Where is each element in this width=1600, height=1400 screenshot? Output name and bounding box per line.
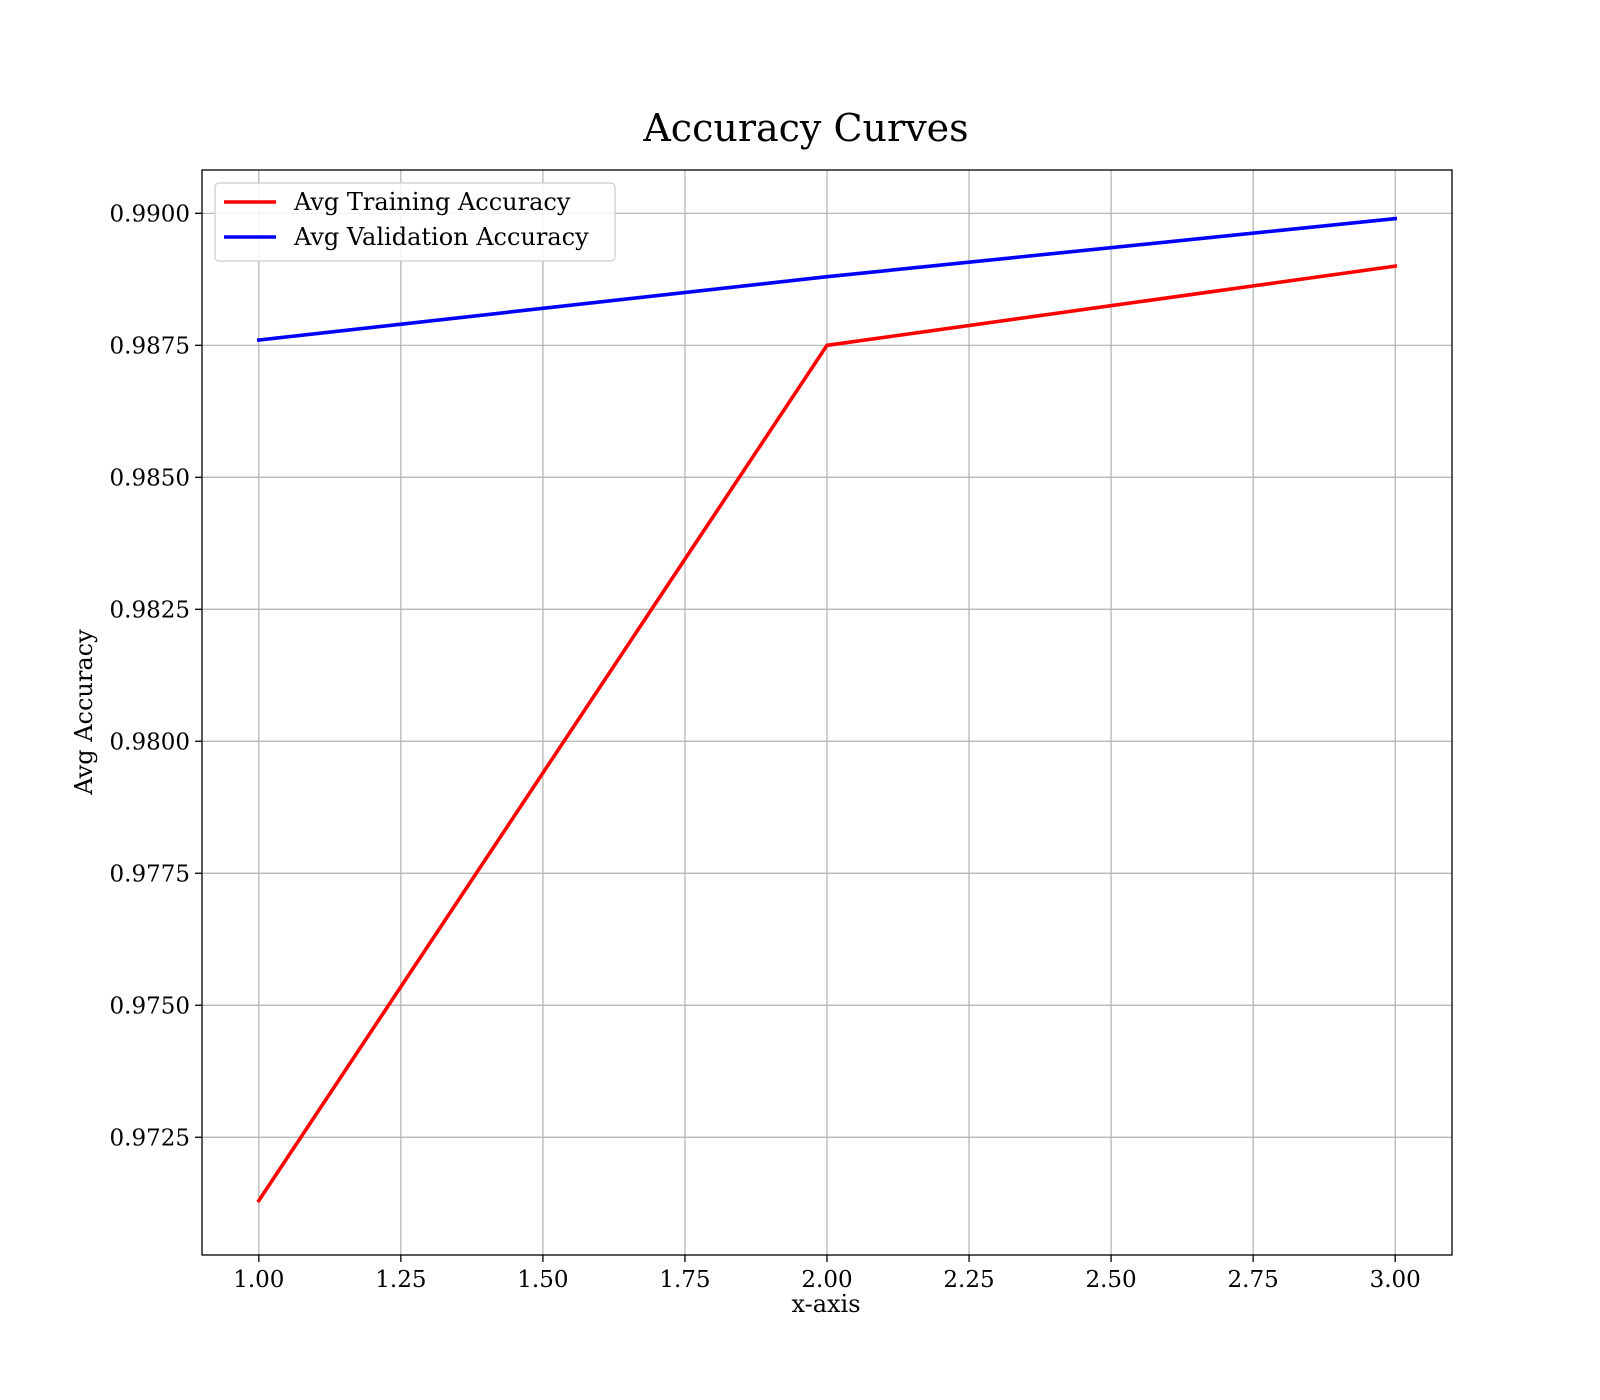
chart-title: Accuracy Curves <box>642 106 968 150</box>
legend: Avg Training Accuracy Avg Validation Accu… <box>214 182 616 262</box>
y-tick-label: 0.9875 <box>110 333 190 359</box>
x-tick-label: 2.00 <box>801 1267 852 1293</box>
legend-entry-1: Avg Validation Accuracy <box>293 223 589 251</box>
x-tick-label: 2.75 <box>1228 1267 1279 1293</box>
series-line-0 <box>256 264 1398 1204</box>
y-tick-label: 0.9900 <box>110 201 190 227</box>
x-axis-label: x-axis <box>791 1290 860 1318</box>
legend-entry-0: Avg Training Accuracy <box>293 188 571 216</box>
y-axis-ticks: 0.9725 0.9750 0.9775 0.9800 0.9825 0.9850 0.98… <box>110 201 202 1151</box>
y-tick-label: 0.9850 <box>110 465 190 491</box>
x-tick-label: 2.50 <box>1085 1267 1136 1293</box>
y-tick-label: 0.9750 <box>110 993 190 1019</box>
x-tick-label: 1.00 <box>233 1267 284 1293</box>
x-tick-label: 1.75 <box>659 1267 710 1293</box>
x-tick-label: 3.00 <box>1370 1267 1421 1293</box>
x-tick-label: 1.25 <box>375 1267 426 1293</box>
y-tick-label: 0.9775 <box>110 861 190 887</box>
x-axis-ticks: 1.00 1.25 1.50 1.75 2.00 2.25 2.50 2.75 3.00 <box>233 1255 1421 1293</box>
y-axis-label: Avg Accuracy <box>70 629 98 796</box>
y-tick-label: 0.9825 <box>110 597 190 623</box>
x-tick-label: 2.25 <box>943 1267 994 1293</box>
y-tick-label: 0.9725 <box>110 1125 190 1151</box>
series-line-1 <box>256 216 1398 342</box>
y-tick-label: 0.9800 <box>110 729 190 755</box>
grid-lines <box>202 170 1452 1255</box>
legend-box <box>214 182 616 262</box>
x-tick-label: 1.50 <box>517 1267 568 1293</box>
series-layer <box>256 216 1398 1204</box>
